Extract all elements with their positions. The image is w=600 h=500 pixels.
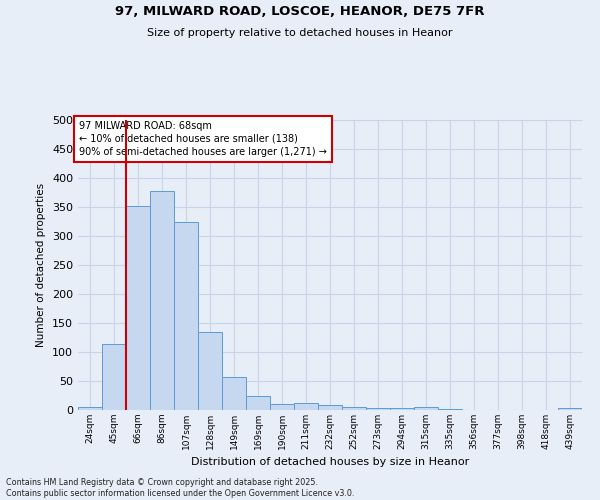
Bar	[246, 396, 270, 410]
Y-axis label: Number of detached properties: Number of detached properties	[37, 183, 46, 347]
Bar	[150, 191, 174, 410]
Bar	[198, 332, 222, 410]
Bar	[78, 407, 102, 410]
Bar	[174, 222, 198, 410]
Text: Contains HM Land Registry data © Crown copyright and database right 2025.
Contai: Contains HM Land Registry data © Crown c…	[6, 478, 355, 498]
Bar	[222, 377, 246, 410]
Bar	[318, 406, 342, 410]
Text: Size of property relative to detached houses in Heanor: Size of property relative to detached ho…	[147, 28, 453, 38]
Bar	[126, 206, 150, 410]
X-axis label: Distribution of detached houses by size in Heanor: Distribution of detached houses by size …	[191, 458, 469, 468]
Bar	[342, 407, 366, 410]
Bar	[270, 404, 294, 410]
Bar	[102, 344, 126, 410]
Bar	[558, 408, 582, 410]
Text: 97 MILWARD ROAD: 68sqm
← 10% of detached houses are smaller (138)
90% of semi-de: 97 MILWARD ROAD: 68sqm ← 10% of detached…	[79, 120, 327, 157]
Bar	[414, 407, 438, 410]
Text: 97, MILWARD ROAD, LOSCOE, HEANOR, DE75 7FR: 97, MILWARD ROAD, LOSCOE, HEANOR, DE75 7…	[115, 5, 485, 18]
Bar	[390, 408, 414, 410]
Bar	[366, 408, 390, 410]
Bar	[294, 403, 318, 410]
